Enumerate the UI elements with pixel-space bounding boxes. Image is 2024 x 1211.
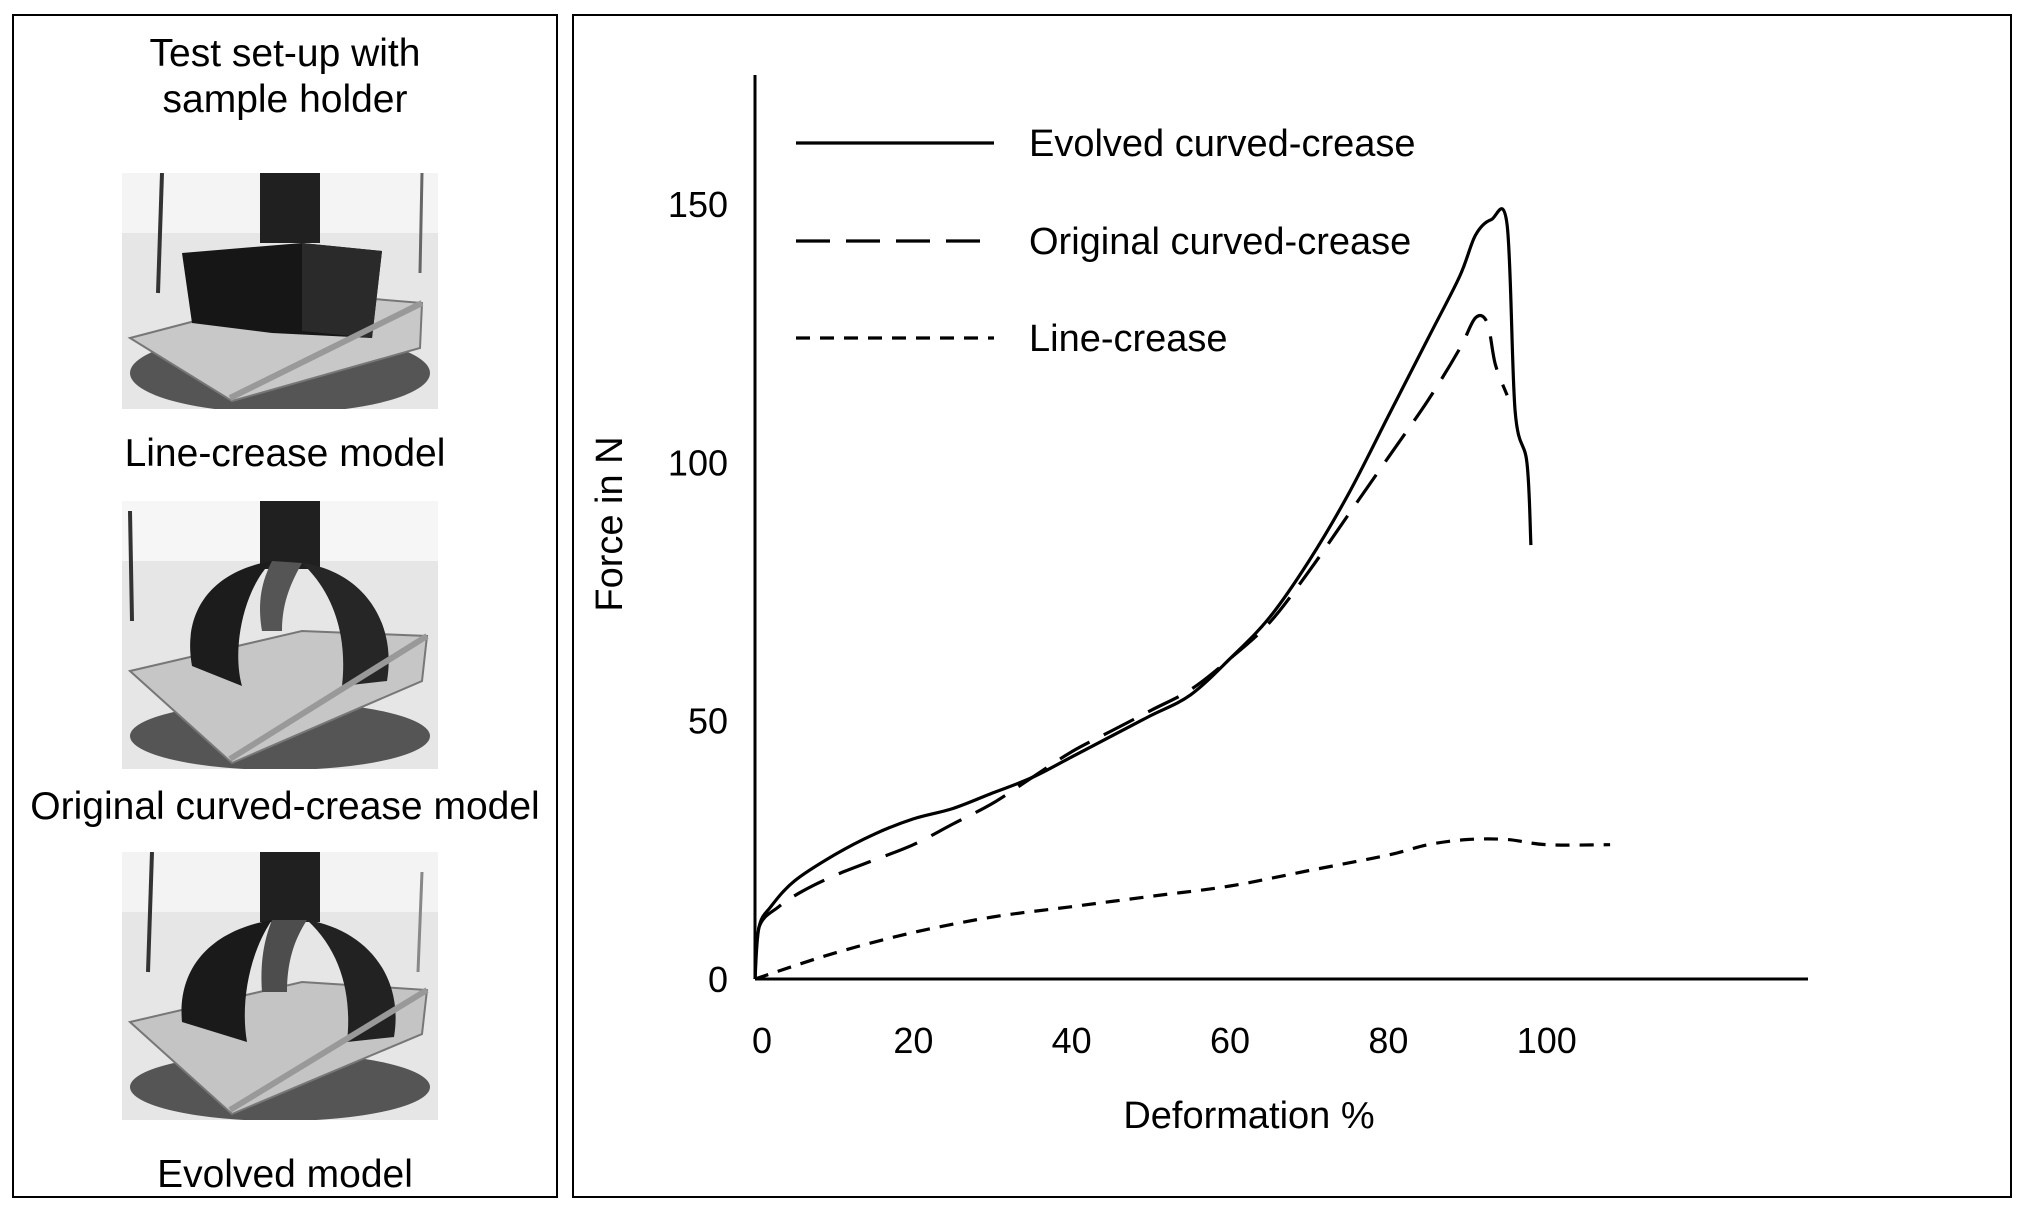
original-curved-crease-model-photo [122,501,438,769]
line-crease-model-photo [122,173,438,409]
series-line-original-curved-crease [753,313,1509,980]
legend-label-original-curved-crease: Original curved-crease [1029,221,1411,263]
series-line-line-crease [754,837,1611,981]
y-axis-label: Force in N [589,436,631,611]
original-curved-crease-model-caption: Original curved-crease model [30,785,540,828]
y-tick-label: 150 [668,184,728,225]
setup-heading-line-1: Test set-up with [149,32,421,75]
x-tick-label: 20 [893,1020,933,1061]
series-line-evolved-curved-crease [753,207,1533,980]
x-tick-label: 60 [1210,1020,1250,1061]
legend-label-line-crease: Line-crease [1029,318,1228,360]
x-axis-label: Deformation % [1123,1095,1374,1137]
x-tick-label: 100 [1517,1020,1577,1061]
force-deformation-chart-panel: 0 20 40 60 80 100 0 50 100 150 Evolved curved-cre… [572,14,2012,1198]
y-tick-label: 100 [668,442,728,483]
line-crease-model-caption: Line-crease model [124,432,446,475]
evolved-model-caption: Evolved model [157,1153,413,1196]
force-deformation-chart: 0 20 40 60 80 100 0 50 100 150 Evolved curved-cre… [589,75,1808,1137]
x-tick-label: 80 [1368,1020,1408,1061]
y-tick-label: 50 [688,701,728,742]
legend-label-evolved-curved-crease: Evolved curved-crease [1029,123,1416,165]
y-tick-label: 0 [708,959,728,1000]
x-tick-label: 0 [752,1020,772,1061]
x-tick-label: 40 [1052,1020,1092,1061]
evolved-model-photo [122,852,438,1120]
setup-heading-line-2: sample holder [162,78,408,121]
test-setup-panel: Test set-up with sample holder Line-crea… [12,14,558,1198]
